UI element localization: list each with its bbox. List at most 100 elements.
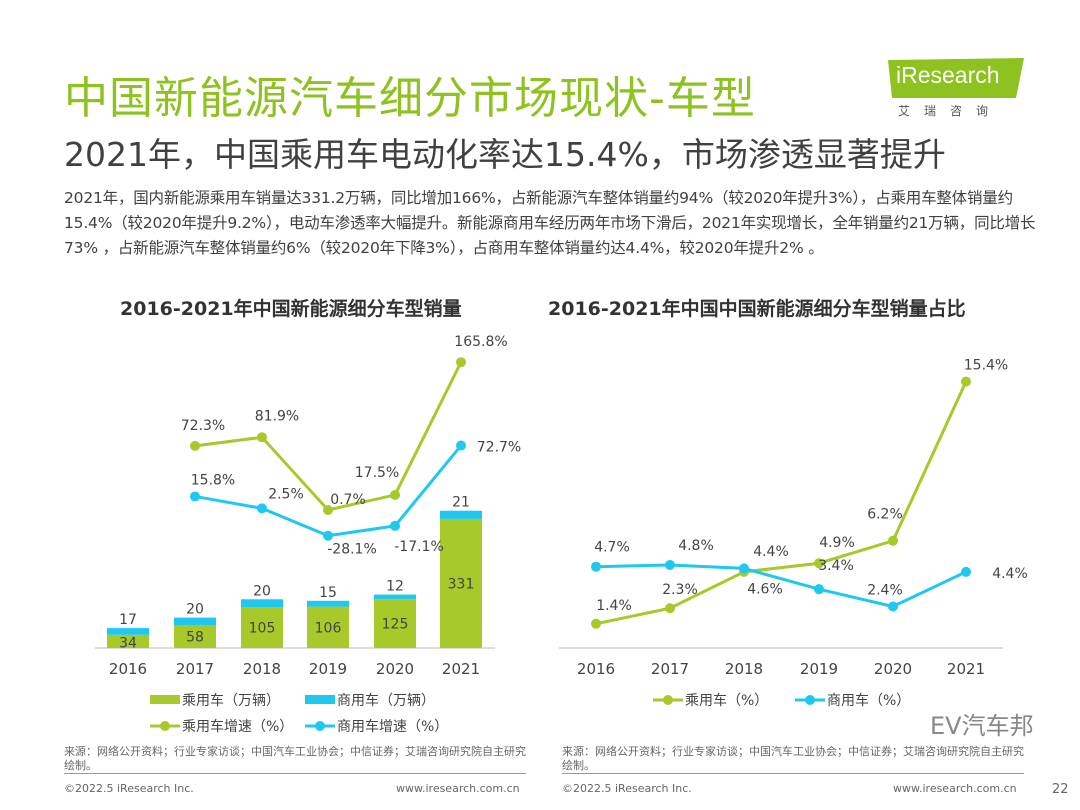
bar-commercial bbox=[174, 617, 216, 626]
data-label: 72.7% bbox=[477, 440, 521, 456]
line-commercial-share bbox=[595, 563, 967, 609]
legend-label: 商用车（%） bbox=[827, 692, 910, 709]
right-chart-title: 2016-2021年中国中国新能源细分车型销量占比 bbox=[548, 298, 966, 320]
point bbox=[323, 530, 333, 541]
data-label: 1.4% bbox=[596, 598, 632, 614]
data-label: 2.5% bbox=[268, 486, 304, 502]
bar-passenger bbox=[374, 599, 416, 648]
footer-divider bbox=[562, 773, 1024, 774]
page-number: 22 bbox=[1052, 782, 1069, 797]
data-label: 15.4% bbox=[964, 358, 1008, 374]
legend-label: 商用车增速（%） bbox=[337, 718, 448, 735]
bar-label-commercial: 17 bbox=[119, 612, 137, 628]
bar-label-passenger: 105 bbox=[249, 621, 276, 637]
legend-label: 商用车（万辆） bbox=[337, 692, 435, 709]
legend-label: 乘用车（万辆） bbox=[182, 692, 280, 709]
footer-divider bbox=[64, 773, 526, 774]
x-tick-label: 2017 bbox=[176, 660, 214, 678]
point bbox=[190, 491, 200, 502]
data-label: 4.8% bbox=[678, 538, 714, 554]
left-chart-title: 2016-2021年中国新能源细分车型销量 bbox=[120, 298, 462, 320]
x-tick-label: 2021 bbox=[442, 660, 480, 678]
bar-label-commercial: 12 bbox=[386, 579, 404, 595]
data-label: -17.1% bbox=[394, 539, 444, 555]
website-link[interactable]: www.iresearch.com.cn bbox=[893, 782, 1017, 795]
point bbox=[456, 440, 466, 451]
legend-marker bbox=[663, 695, 673, 705]
point bbox=[390, 520, 400, 531]
legend-label: 乘用车增速（%） bbox=[182, 718, 293, 735]
point bbox=[190, 440, 200, 451]
data-label: 4.4% bbox=[992, 566, 1028, 582]
iresearch-logo: iResearch 艾瑞咨询 bbox=[888, 58, 1028, 120]
legend-swatch-commercial bbox=[305, 695, 335, 704]
legend-swatch-passenger bbox=[150, 695, 180, 704]
data-label: 4.7% bbox=[594, 540, 630, 556]
point bbox=[888, 535, 898, 546]
point bbox=[814, 558, 824, 569]
data-label: 15.8% bbox=[191, 472, 235, 488]
logo-text: iResearch bbox=[896, 62, 1000, 88]
page-title: 中国新能源汽车细分市场现状-车型 bbox=[64, 73, 756, 124]
copyright: ©2022.5 iResearch Inc. bbox=[64, 782, 194, 795]
data-label: 17.5% bbox=[355, 465, 399, 481]
bar-commercial bbox=[307, 600, 349, 607]
legend-marker bbox=[160, 721, 170, 731]
point bbox=[323, 504, 333, 515]
line-commercial-growth bbox=[194, 444, 463, 538]
bar-label-commercial: 20 bbox=[253, 583, 271, 599]
bar-passenger bbox=[440, 518, 482, 648]
point bbox=[257, 432, 267, 443]
line-passenger-share bbox=[595, 380, 968, 626]
bar-passenger bbox=[107, 634, 149, 648]
data-label: 2.3% bbox=[662, 582, 698, 598]
point bbox=[390, 489, 400, 500]
data-label: 81.9% bbox=[255, 408, 299, 424]
bar-passenger bbox=[241, 607, 283, 648]
data-label: 4.9% bbox=[819, 535, 855, 551]
point bbox=[961, 566, 971, 577]
x-tick-label: 2019 bbox=[800, 660, 838, 678]
data-label: 6.2% bbox=[867, 507, 903, 523]
point bbox=[888, 601, 898, 612]
x-tick-label: 2017 bbox=[651, 660, 689, 678]
x-tick-label: 2020 bbox=[874, 660, 912, 678]
right-source: 来源：网络公开资料；行业专家访谈；中国汽车工业协会；中信证券；艾瑞咨询研究院自主… bbox=[562, 745, 1024, 772]
data-label: 4.4% bbox=[753, 544, 789, 560]
point bbox=[961, 376, 971, 387]
logo-subtext: 艾瑞咨询 bbox=[898, 104, 1003, 118]
x-tick-label: 2021 bbox=[947, 660, 985, 678]
x-tick-label: 2019 bbox=[309, 660, 347, 678]
x-tick-label: 2016 bbox=[577, 660, 615, 678]
website-link[interactable]: www.iresearch.com.cn bbox=[396, 782, 520, 795]
watermark: EV汽车邦 bbox=[930, 712, 1034, 740]
point bbox=[257, 503, 267, 514]
data-label: 0.7% bbox=[330, 492, 366, 508]
x-tick-label: 2018 bbox=[243, 660, 281, 678]
bar-commercial bbox=[241, 599, 283, 608]
x-tick-label: 2016 bbox=[109, 660, 147, 678]
data-label: 165.8% bbox=[454, 334, 507, 350]
bar-passenger bbox=[174, 625, 216, 648]
copyright: ©2022.5 iResearch Inc. bbox=[562, 782, 692, 795]
bar-passenger bbox=[307, 606, 349, 648]
point bbox=[665, 603, 675, 614]
bar-label-commercial: 20 bbox=[186, 602, 204, 618]
bar-label-passenger: 34 bbox=[119, 636, 137, 652]
bar-label-commercial: 21 bbox=[452, 495, 470, 511]
x-tick-label: 2020 bbox=[376, 660, 414, 678]
point bbox=[456, 357, 466, 368]
x-tick-label: 2018 bbox=[725, 660, 763, 678]
summary-paragraph: 2021年，国内新能源乘用车销量达331.2万辆，同比增加166%，占新能源汽车… bbox=[64, 189, 1036, 257]
left-source: 来源：网络公开资料；行业专家访谈；中国汽车工业协会；中信证券；艾瑞咨询研究院自主… bbox=[64, 745, 526, 772]
bar-label-passenger: 125 bbox=[382, 617, 409, 633]
legend-label: 乘用车（%） bbox=[685, 692, 768, 709]
bar-commercial bbox=[374, 594, 416, 600]
legend-marker bbox=[805, 695, 815, 705]
legend-marker bbox=[315, 721, 325, 731]
data-label: 2.4% bbox=[867, 582, 903, 598]
point bbox=[591, 618, 601, 629]
data-label: 72.3% bbox=[181, 418, 225, 434]
